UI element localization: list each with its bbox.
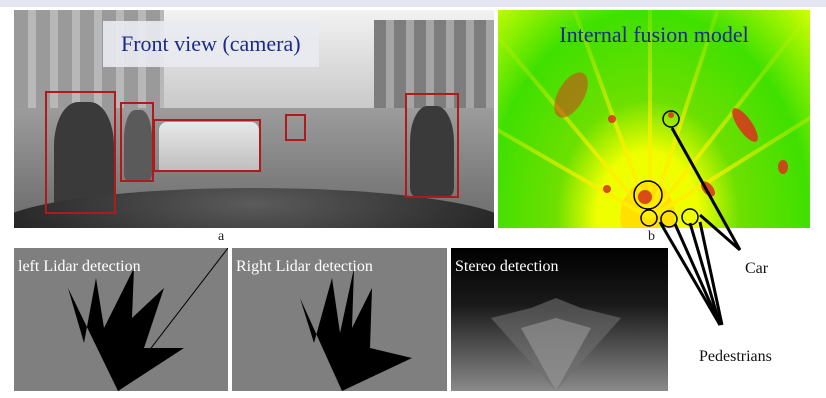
fusion-ray	[648, 10, 652, 218]
occupancy-blob	[608, 115, 616, 123]
panel-a-sublabel: a	[218, 229, 225, 244]
camera-front-view-panel: Front view (camera)	[14, 10, 494, 228]
panel-a-title: Front view (camera)	[103, 21, 319, 67]
occupancy-blob	[638, 190, 652, 204]
right-lidar-label: Right Lidar detection	[236, 258, 373, 275]
pedestrian-circle	[660, 210, 678, 228]
pedestrian-middle-figure	[124, 110, 152, 180]
car-circle	[633, 180, 663, 210]
internal-fusion-model-panel: Internal fusion model	[498, 10, 810, 228]
panel-b-title: Internal fusion model	[559, 22, 749, 47]
bbox-pedestrian-right	[405, 93, 459, 198]
bbox-pedestrian-left	[45, 91, 116, 214]
occupancy-blob	[778, 160, 788, 174]
stereo-label: Stereo detection	[455, 258, 559, 275]
car-figure	[159, 122, 259, 172]
left-lidar-panel: left Lidar detection	[14, 248, 228, 391]
car-far-circle	[662, 110, 680, 128]
occupancy-blob	[668, 112, 674, 118]
car-annotation: Car	[745, 260, 769, 277]
stereo-scan	[491, 298, 621, 391]
stereo-detection-panel: Stereo detection	[451, 248, 668, 391]
occupancy-blob	[603, 185, 611, 193]
pedestrians-annotation: Pedestrians	[699, 348, 772, 365]
top-band	[0, 0, 826, 7]
pedestrian-circle	[681, 208, 699, 226]
right-lidar-panel: Right Lidar detection	[232, 248, 447, 391]
right-lidar-scan	[300, 268, 412, 391]
bbox-far-object	[285, 114, 306, 141]
car-arrow	[699, 213, 741, 252]
pedestrian-left-figure	[54, 102, 114, 212]
panel-b-sublabel: b	[648, 229, 655, 244]
car-arrow	[670, 127, 742, 251]
pedestrian-right-figure	[410, 106, 454, 196]
left-lidar-label: left Lidar detection	[18, 258, 141, 275]
left-lidar-scan	[68, 248, 228, 391]
bbox-car	[153, 119, 261, 172]
pedestrian-circle	[640, 209, 658, 227]
